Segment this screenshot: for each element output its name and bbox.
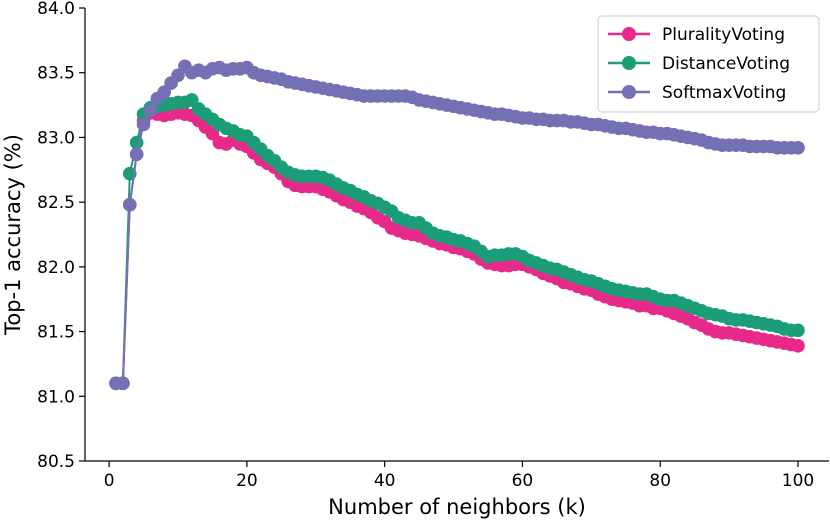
y-tick-label: 82.0: [37, 258, 75, 278]
data-point: [791, 323, 805, 338]
series-DistanceVoting: [109, 93, 805, 391]
y-axis-title: Top-1 accuracy (%): [1, 134, 25, 336]
data-point: [122, 197, 137, 212]
x-tick-label: 60: [512, 471, 534, 491]
legend-label: SoftmaxVoting: [662, 83, 786, 103]
data-point: [116, 376, 130, 391]
legend-item: SoftmaxVoting: [608, 83, 786, 103]
x-tick-label: 0: [104, 471, 115, 491]
y-tick-label: 83.5: [37, 64, 75, 84]
data-point: [791, 140, 805, 155]
y-tick-label: 84.0: [37, 0, 75, 19]
data-point: [791, 339, 805, 353]
data-point: [129, 147, 144, 162]
data-point: [136, 117, 151, 132]
legend-item: DistanceVoting: [608, 54, 790, 74]
series-SoftmaxVoting: [109, 59, 805, 391]
legend-item: PluralityVoting: [608, 25, 785, 45]
x-ticks: 0 20 40 60 80 100: [104, 461, 814, 491]
x-tick-label: 80: [649, 471, 671, 491]
legend-marker: [622, 27, 636, 41]
x-axis-title: Number of neighbors (k): [328, 495, 586, 519]
y-tick-label: 82.5: [37, 193, 75, 213]
x-tick-label: 40: [374, 471, 396, 491]
y-tick-label: 81.5: [37, 323, 75, 343]
legend-label: PluralityVoting: [662, 25, 785, 45]
y-tick-label: 81.0: [37, 387, 75, 407]
x-tick-label: 20: [236, 471, 258, 491]
legend-label: DistanceVoting: [662, 54, 790, 74]
x-tick-label: 100: [782, 471, 814, 491]
y-ticks: 80.5 81.0 81.5 82.0 82.5 83.0 83.5 84.0: [37, 0, 85, 472]
legend-marker: [622, 56, 636, 70]
series-layer: [109, 59, 805, 391]
legend: PluralityVoting DistanceVoting SoftmaxVoti…: [597, 15, 820, 113]
y-tick-label: 80.5: [37, 452, 75, 472]
legend-marker: [622, 85, 636, 99]
legend-box: [597, 15, 820, 113]
y-tick-label: 83.0: [37, 128, 75, 148]
axes-layer: [84, 8, 829, 462]
data-point: [143, 103, 158, 118]
